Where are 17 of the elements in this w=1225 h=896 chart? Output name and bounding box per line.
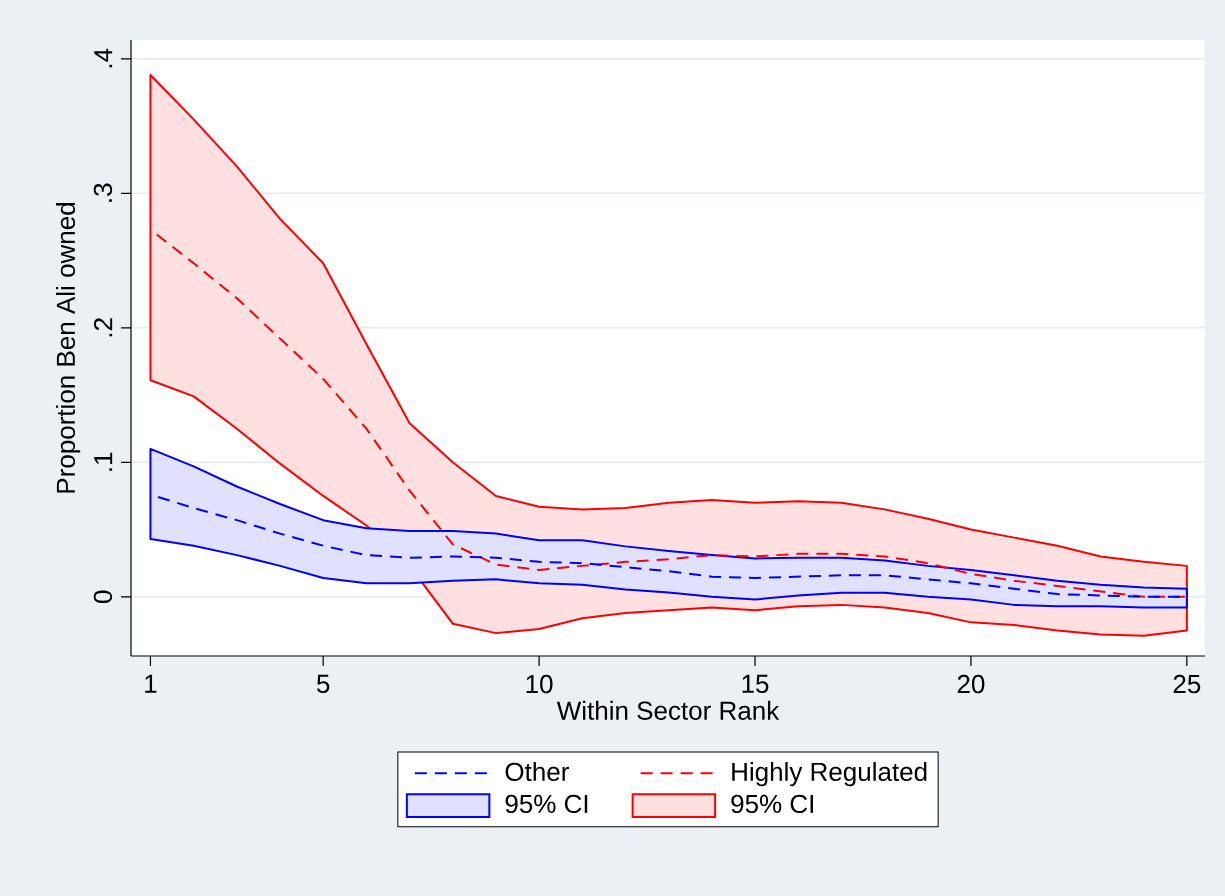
- legend-label: Highly Regulated: [732, 761, 927, 787]
- x-tick-label: 25: [1173, 674, 1201, 694]
- x-tick-label: 20: [957, 674, 985, 694]
- x-tick-label: 15: [742, 674, 769, 693]
- y-tick-label: .2: [93, 318, 113, 337]
- x-tick-label: 5: [316, 674, 330, 693]
- x-tick-label: 1: [145, 674, 157, 693]
- text: 95% CI: [731, 794, 813, 814]
- y-tick-label: .3: [93, 183, 113, 202]
- y-axis-title: Proportion Ben Ali owned: [55, 203, 81, 493]
- legend-label: Other: [505, 761, 569, 782]
- x-tick-label: 10: [526, 674, 553, 694]
- y-tick-label: .4: [94, 48, 113, 68]
- text: 95% CI: [505, 794, 588, 814]
- y-tick-label: 0: [93, 590, 113, 604]
- x-axis-title: Within Sector Rank: [556, 700, 780, 720]
- y-tick-label: .1: [94, 452, 113, 471]
